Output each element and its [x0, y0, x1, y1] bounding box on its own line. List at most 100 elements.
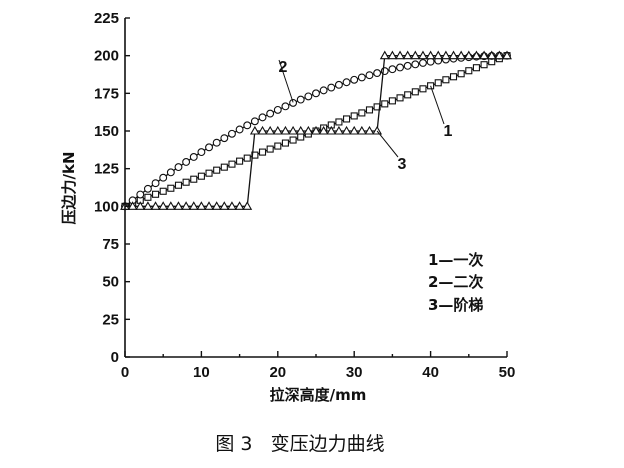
series-3-point-48	[486, 50, 497, 60]
series-3-point-40	[425, 50, 436, 60]
series-1-point-42	[442, 76, 450, 84]
series-3-point-41	[433, 50, 444, 60]
series-2-point-40	[426, 57, 435, 66]
series-3-point-5	[158, 201, 169, 210]
series-1-point-36	[396, 94, 404, 102]
series-1-point-10	[197, 172, 205, 180]
y-tick-label-200: 200	[94, 48, 119, 65]
series-1-point-22	[289, 136, 297, 144]
x-axis-title: 拉深高度/mm	[270, 386, 367, 404]
series-1-point-34	[381, 100, 389, 108]
series-3-point-44	[456, 50, 467, 60]
series-1-point-20	[274, 142, 282, 150]
y-tick-label-175: 175	[94, 85, 119, 102]
series-3-point-2	[135, 201, 146, 210]
series-1-point-18	[258, 148, 267, 156]
series-3-point-22	[288, 125, 299, 135]
series-3	[120, 50, 512, 210]
series-3-point-21	[280, 125, 291, 135]
series-2-point-19	[266, 109, 275, 118]
series-3-point-11	[204, 201, 214, 210]
series-3-point-3	[142, 201, 153, 210]
series-2-point-37	[403, 61, 412, 70]
series-3-point-23	[295, 125, 306, 135]
series-1-point-41	[434, 79, 442, 87]
series-2-point-6	[166, 168, 175, 177]
series-1-point-37	[404, 91, 412, 99]
series-1-point-15	[236, 157, 244, 165]
series-3-point-35	[387, 50, 398, 60]
series-3-point-47	[479, 50, 490, 60]
series-2-point-14	[228, 129, 236, 138]
series-3-point-20	[272, 125, 283, 135]
series-1-point-28	[335, 118, 343, 126]
series-3-point-26	[318, 125, 329, 135]
series-1-point-38	[411, 88, 419, 96]
annotation-layer: 1 2 3	[278, 59, 453, 173]
series-3-point-6	[165, 201, 176, 210]
series-2-point-33	[373, 69, 382, 78]
series-1-point-5	[159, 187, 167, 195]
x-tick-label-0: 0	[121, 364, 129, 381]
series-2-point-28	[334, 80, 343, 89]
series-3-point-49	[494, 50, 505, 60]
series-layer	[120, 50, 512, 211]
series-1-point-12	[213, 166, 221, 174]
series-3-point-18	[257, 125, 268, 135]
x-tick-label-10: 10	[193, 364, 210, 381]
series-2-point-17	[250, 117, 259, 126]
x-tick-label-30: 30	[346, 364, 363, 381]
series-2-point-36	[396, 63, 404, 72]
series-3-point-13	[219, 201, 230, 210]
series-2-point-5	[159, 173, 168, 182]
series-1-point-29	[343, 115, 351, 123]
series-1-point-19	[266, 145, 274, 153]
series-1-point-31	[358, 109, 366, 117]
series-3-point-19	[265, 125, 276, 135]
series-3-point-14	[227, 201, 237, 210]
annotation-label-2: 2	[279, 59, 288, 76]
annotation-label-3: 3	[398, 156, 407, 173]
annotation-label-1: 1	[444, 123, 453, 140]
series-2-point-21	[281, 102, 290, 111]
series-1-point-30	[350, 112, 358, 120]
series-3-point-10	[196, 201, 207, 210]
series-3-point-4	[150, 201, 161, 210]
series-2-point-11	[205, 143, 213, 152]
series-1-point-7	[174, 181, 183, 189]
series-1-point-23	[297, 133, 305, 141]
series-2-point-27	[327, 83, 336, 92]
series-3-point-1	[127, 201, 138, 210]
series-3-point-36	[395, 50, 405, 60]
series-1-point-46	[472, 64, 480, 72]
legend-entry-3: 3—阶梯	[428, 296, 483, 314]
series-2-point-31	[357, 73, 366, 82]
y-tick-label-150: 150	[94, 123, 119, 140]
series-2-point-38	[411, 60, 420, 69]
y-tick-label-0: 0	[111, 349, 119, 366]
figure-caption: 图 3 变压边力曲线	[215, 433, 384, 455]
series-2-point-12	[212, 138, 221, 147]
series-3-point-16	[242, 201, 253, 210]
series-3-point-28	[333, 125, 344, 135]
series-2-point-2	[136, 190, 145, 199]
series-3-point-17	[249, 125, 260, 135]
series-2-point-30	[350, 75, 359, 84]
series-3-point-27	[326, 125, 337, 135]
series-3-point-46	[471, 50, 482, 60]
y-tick-label-100: 100	[94, 198, 119, 215]
series-1-point-21	[281, 139, 289, 147]
axes-layer: 0 25 50 75 100 125 150 175 200 225 0 10 20 30 40 50	[94, 10, 515, 381]
series-2-point-9	[189, 153, 198, 161]
series-3-point-39	[418, 50, 428, 60]
y-tick-label-225: 225	[94, 10, 119, 27]
y-axis-title: 压边力/kN	[60, 151, 78, 224]
series-2-point-23	[296, 95, 305, 104]
series-2-point-35	[388, 65, 397, 74]
y-tick-label-75: 75	[102, 236, 119, 253]
series-2	[121, 51, 511, 211]
series-1-point-45	[465, 67, 473, 75]
series-3-point-29	[341, 125, 352, 135]
series-2-point-4	[151, 179, 160, 188]
series-1-point-43	[449, 73, 458, 81]
